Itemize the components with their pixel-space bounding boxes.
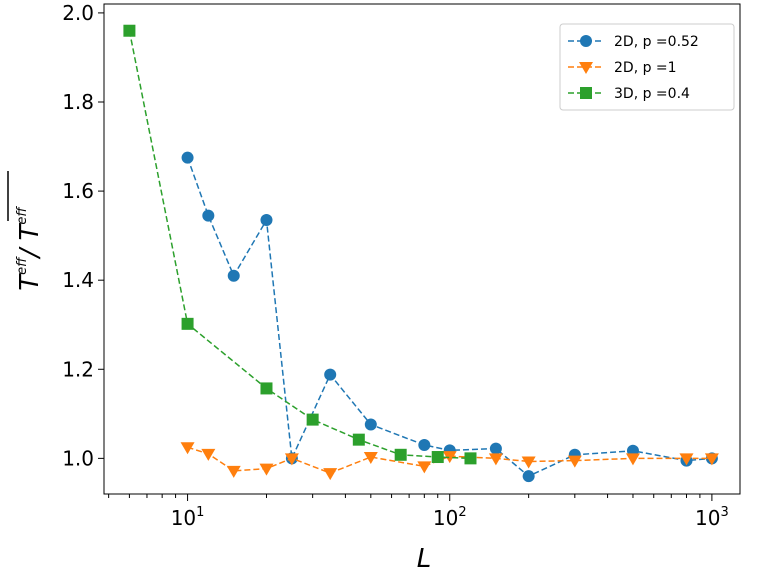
x-tick-label: 101 (171, 505, 205, 530)
plot-frame (103, 3, 741, 495)
y-axis-title-sup-mean: eff (15, 206, 30, 225)
y-tick-label: 1.6 (62, 179, 94, 203)
legend-entry: 3D, p =0.4 (568, 86, 690, 102)
data-point (442, 451, 457, 464)
data-point (227, 269, 240, 282)
legend-frame (559, 23, 735, 111)
data-point (306, 413, 319, 426)
data-point (324, 368, 337, 381)
series-1 (180, 442, 719, 481)
x-tick-label-base: 10 (695, 506, 720, 530)
legend-marker (580, 87, 592, 99)
data-point (323, 468, 338, 481)
data-point (625, 453, 640, 466)
data-point (226, 465, 241, 478)
data-point (363, 452, 378, 465)
data-point (352, 433, 365, 446)
series-0 (181, 151, 718, 483)
data-point (521, 456, 536, 469)
y-axis-title-base-mean: T (15, 222, 45, 240)
y-tick-label: 1.2 (62, 357, 94, 381)
y-axis-title-base: T (15, 273, 45, 291)
x-tick-label: 102 (433, 505, 467, 530)
data-point (180, 442, 195, 455)
data-point (394, 448, 407, 461)
x-axis-title: L (417, 544, 432, 574)
series-line (186, 157, 712, 478)
series-line (128, 30, 471, 460)
data-point (567, 455, 582, 468)
x-tick-label-base: 10 (433, 506, 458, 530)
y-tick-label: 2.0 (62, 1, 94, 25)
y-axis-title-sup: eff (15, 256, 30, 275)
data-point (259, 463, 274, 476)
data-point (284, 453, 299, 466)
data-point (260, 382, 273, 395)
y-tick-label: 1.0 (62, 446, 94, 470)
data-point (181, 151, 194, 164)
data-point (364, 418, 377, 431)
legend: 2D, p =0.52 2D, p =1 3D, p =0.4 (559, 23, 735, 111)
legend-marker (580, 35, 592, 47)
x-tick-label: 103 (695, 505, 729, 530)
series-2 (123, 24, 477, 465)
legend-label: 2D, p =1 (614, 60, 677, 76)
x-tick-label-exponent: 2 (458, 505, 466, 520)
legend-entry: 2D, p =1 (568, 60, 677, 76)
data-point (488, 453, 503, 466)
svg-text:Teff/ Teff: Teff/ Teff (15, 206, 45, 291)
data-point (704, 453, 719, 466)
data-point (417, 461, 432, 474)
y-tick-label: 1.4 (62, 268, 94, 292)
data-point (123, 24, 136, 37)
data-point (260, 214, 273, 227)
x-tick-label-base: 10 (171, 506, 196, 530)
legend-label: 2D, p =0.52 (614, 34, 699, 50)
legend-marker (579, 62, 593, 74)
y-axis-title-sep: / (15, 240, 45, 259)
data-point (202, 209, 215, 222)
data-point (431, 451, 444, 464)
data-point (489, 442, 502, 455)
series-line (187, 446, 712, 474)
x-tick-label-exponent: 3 (720, 505, 728, 520)
y-tick-label: 1.8 (62, 90, 94, 114)
data-point (679, 453, 694, 466)
data-point (181, 317, 194, 330)
y-axis-title: Teff/ Teff (7, 171, 45, 291)
data-point (418, 439, 431, 451)
legend-entry: 2D, p =0.52 (568, 34, 699, 50)
legend-label: 3D, p =0.4 (614, 86, 690, 102)
data-point (522, 470, 535, 483)
data-point (464, 452, 477, 465)
x-tick-label-exponent: 1 (196, 505, 204, 520)
data-point (201, 448, 216, 461)
